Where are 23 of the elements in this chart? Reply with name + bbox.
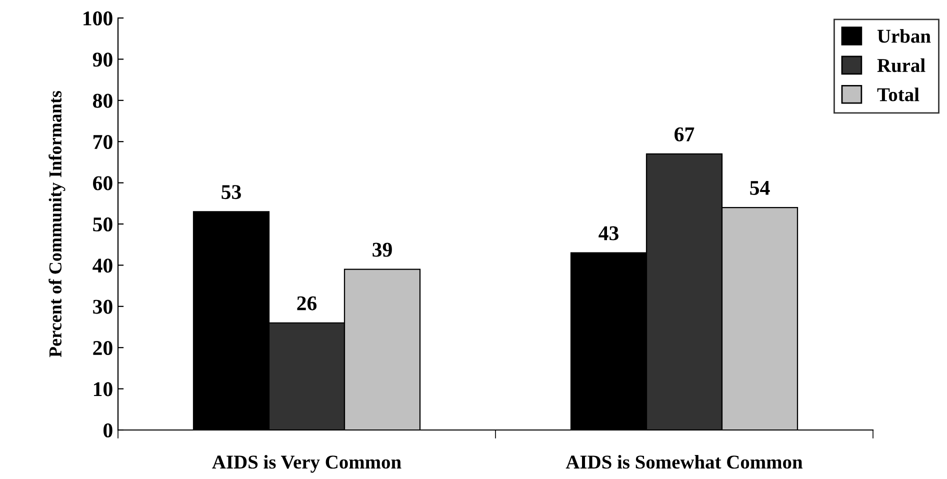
y-tick-label: 10 [94, 382, 112, 396]
legend-label: Urban [877, 29, 931, 43]
data-label: 53 [222, 185, 241, 200]
y-tick-label: 30 [93, 300, 112, 314]
x-tick-label: AIDS is Somewhat Common [566, 455, 803, 469]
x-tick-label: AIDS is Very Common [212, 455, 402, 473]
legend-label: Total [877, 88, 920, 102]
data-label: 39 [372, 242, 392, 257]
data-label: 43 [598, 226, 618, 240]
data-label: 67 [674, 127, 694, 142]
y-tick-label: 40 [92, 258, 112, 273]
y-tick-label: 50 [93, 217, 112, 232]
y-tick-label: 0 [104, 423, 112, 438]
y-tick-label: 80 [93, 94, 112, 108]
data-label: 26 [297, 296, 317, 310]
y-tick-label: 70 [93, 134, 112, 150]
y-tick-label: 90 [92, 52, 112, 67]
y-tick-label: 20 [93, 340, 112, 356]
y-tick-label: 60 [93, 176, 112, 190]
data-label: 54 [750, 181, 770, 195]
y-tick-label: 100 [84, 11, 112, 26]
legend-label: Rural [877, 58, 926, 72]
y-axis-title: Percent of Community Informants [48, 90, 66, 358]
